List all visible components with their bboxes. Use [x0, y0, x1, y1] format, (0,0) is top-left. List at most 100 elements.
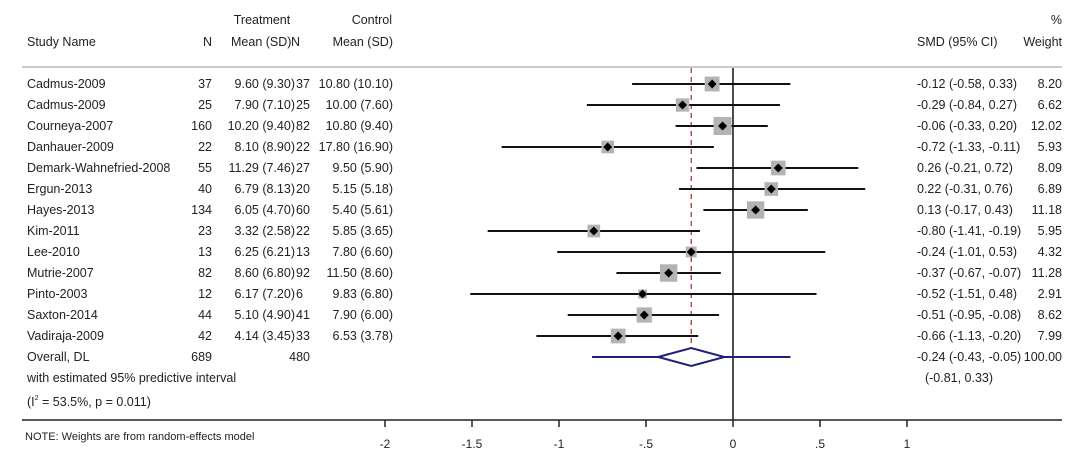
x-tick-label: -1	[554, 437, 565, 451]
control-mean-sd: 17.80 (16.90)	[318, 140, 393, 154]
point-estimate	[589, 226, 599, 236]
overall-diamond	[654, 346, 729, 368]
effect-ci-text: -0.12 (-0.58, 0.33)	[917, 77, 1018, 91]
heterogeneity-suffix: = 53.5%, p = 0.011)	[38, 395, 151, 409]
study-name: Mutrie-2007	[27, 266, 94, 280]
overall-ci-text: -0.24 (-0.43, -0.05)	[917, 350, 1022, 364]
overall-control-n: 480	[289, 350, 310, 364]
control-n: 33	[296, 329, 310, 343]
overall-treatment-n: 689	[191, 350, 212, 364]
point-estimate	[638, 289, 648, 299]
heterogeneity-sup: 2	[34, 395, 39, 402]
treatment-mean-sd: 8.10 (8.90)	[234, 140, 295, 154]
control-mean-sd: 10.80 (9.40)	[325, 119, 393, 133]
control-n: 60	[296, 203, 310, 217]
weight-text: 11.18	[1031, 203, 1062, 217]
effect-ci-text: -0.80 (-1.41, -0.19)	[917, 224, 1022, 238]
header-control-mean-sd: Mean (SD)	[332, 35, 393, 49]
header-study-name: Study Name	[27, 35, 96, 49]
control-mean-sd: 10.00 (7.60)	[325, 98, 393, 112]
x-tick-label: .5	[815, 437, 825, 451]
heterogeneity-prefix: (I	[27, 395, 35, 409]
control-mean-sd: 7.90 (6.00)	[332, 308, 393, 322]
study-name: Kim-2011	[27, 224, 80, 238]
study-name: Pinto-2003	[27, 287, 88, 301]
treatment-mean-sd: 5.10 (4.90)	[234, 308, 295, 322]
point-estimate	[686, 247, 696, 257]
effect-ci-text: -0.66 (-1.13, -0.20)	[917, 329, 1022, 343]
header-treatment-mean-sd: Mean (SD)	[231, 35, 292, 49]
control-n: 92	[296, 266, 310, 280]
treatment-n: 160	[191, 119, 212, 133]
predictive-interval-text: (-0.81, 0.33)	[924, 371, 994, 385]
point-estimate	[664, 268, 674, 278]
header-treatment-n: N	[202, 35, 212, 49]
control-n: 41	[296, 308, 310, 322]
weight-text: 5.95	[1037, 224, 1062, 238]
effect-ci-text: -0.37 (-0.67, -0.07)	[917, 266, 1022, 280]
treatment-n: 42	[198, 329, 212, 343]
point-estimate	[613, 331, 623, 341]
heterogeneity-stats: (I2 = 53.5%, p = 0.011)	[27, 392, 151, 409]
overall-name: Overall, DL	[27, 350, 90, 364]
point-estimate	[718, 121, 728, 131]
control-mean-sd: 10.80 (10.10)	[318, 77, 393, 91]
treatment-n: 25	[198, 98, 212, 112]
treatment-mean-sd: 6.79 (8.13)	[234, 182, 295, 196]
control-mean-sd: 6.53 (3.78)	[332, 329, 393, 343]
control-mean-sd: 9.50 (5.90)	[332, 161, 393, 175]
x-tick-label: 1	[904, 437, 911, 451]
overall-weight-text: 100.00	[1023, 350, 1062, 364]
point-estimate	[766, 184, 776, 194]
weight-text: 4.32	[1037, 245, 1062, 259]
control-mean-sd: 5.15 (5.18)	[332, 182, 393, 196]
study-name: Courneya-2007	[27, 119, 114, 133]
predictive-interval-label: with estimated 95% predictive interval	[27, 371, 237, 385]
effect-ci-text: -0.24 (-1.01, 0.53)	[917, 245, 1018, 259]
control-n: 25	[296, 98, 310, 112]
point-estimate	[773, 163, 783, 173]
x-tick-label: 0	[730, 437, 737, 451]
treatment-n: 44	[198, 308, 212, 322]
control-mean-sd: 11.50 (8.60)	[326, 266, 393, 280]
weight-text: 8.62	[1037, 308, 1062, 322]
effect-ci-text: -0.52 (-1.51, 0.48)	[917, 287, 1018, 301]
study-name: Hayes-2013	[27, 203, 95, 217]
weight-text: 6.89	[1037, 182, 1062, 196]
header-weight: Weight	[1023, 35, 1062, 49]
treatment-n: 134	[191, 203, 212, 217]
point-estimate	[678, 100, 688, 110]
effect-ci-text: 0.26 (-0.21, 0.72)	[917, 161, 1013, 175]
weight-text: 8.20	[1037, 77, 1062, 91]
treatment-n: 55	[198, 161, 212, 175]
treatment-n: 82	[198, 266, 212, 280]
weight-text: 5.93	[1037, 140, 1062, 154]
x-tick-label: -2	[380, 437, 391, 451]
weight-text: 12.02	[1030, 119, 1062, 133]
study-name: Vadiraja-2009	[27, 329, 104, 343]
treatment-mean-sd: 3.32 (2.58)	[234, 224, 295, 238]
treatment-mean-sd: 10.20 (9.40)	[227, 119, 295, 133]
study-name: Ergun-2013	[27, 182, 93, 196]
control-mean-sd: 5.40 (5.61)	[332, 203, 393, 217]
control-n: 22	[296, 224, 310, 238]
control-n: 37	[296, 77, 310, 91]
control-mean-sd: 5.85 (3.65)	[332, 224, 393, 238]
point-estimate	[707, 79, 717, 89]
study-name: Danhauer-2009	[27, 140, 114, 154]
control-n: 20	[296, 182, 310, 196]
study-name: Lee-2010	[27, 245, 80, 259]
treatment-n: 37	[198, 77, 212, 91]
effect-ci-text: -0.51 (-0.95, -0.08)	[917, 308, 1022, 322]
weight-text: 11.28	[1031, 266, 1062, 280]
x-tick-label: -1.5	[462, 437, 483, 451]
study-name: Demark-Wahnefried-2008	[27, 161, 171, 175]
treatment-n: 23	[198, 224, 212, 238]
control-n: 6	[296, 287, 303, 301]
effect-ci-text: 0.13 (-0.17, 0.43)	[917, 203, 1013, 217]
treatment-mean-sd: 8.60 (6.80)	[234, 266, 295, 280]
treatment-n: 13	[198, 245, 212, 259]
point-estimate	[751, 205, 761, 215]
header-treatment-group: Treatment	[233, 13, 291, 27]
study-name: Cadmus-2009	[27, 98, 106, 112]
